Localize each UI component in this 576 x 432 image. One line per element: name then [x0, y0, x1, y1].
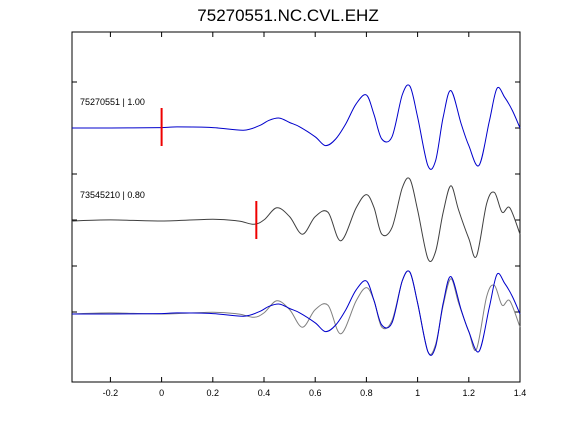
- x-tick-label: 0.4: [258, 388, 271, 398]
- trace-line-1: [71, 84, 521, 170]
- x-tick-label: 1: [415, 388, 420, 398]
- pick-markers: [160, 108, 258, 239]
- trace-line-4: [71, 270, 521, 355]
- x-tick-label: 0.2: [207, 388, 220, 398]
- x-tick-label: 0.6: [309, 388, 322, 398]
- x-tick-label: 0: [159, 388, 164, 398]
- x-tick-label: 0.8: [360, 388, 373, 398]
- x-tick-label: 1.4: [514, 388, 527, 398]
- trace-labels: 75270551 | 1.00 73545210 | 0.80: [80, 97, 145, 200]
- trace-label-1: 75270551 | 1.00: [80, 97, 145, 107]
- x-axis: -0.2 0 0.2 0.4 0.6 0.8 1 1.2 1.4: [103, 32, 527, 398]
- x-tick-label: -0.2: [103, 388, 119, 398]
- trace-label-2: 73545210 | 0.80: [80, 190, 145, 200]
- plot-frame: [71, 31, 521, 383]
- traces: [71, 84, 521, 356]
- chart-title: 75270551.NC.CVL.EHZ: [197, 6, 379, 25]
- trace-line-3: [71, 270, 521, 356]
- x-tick-label: 1.2: [463, 388, 476, 398]
